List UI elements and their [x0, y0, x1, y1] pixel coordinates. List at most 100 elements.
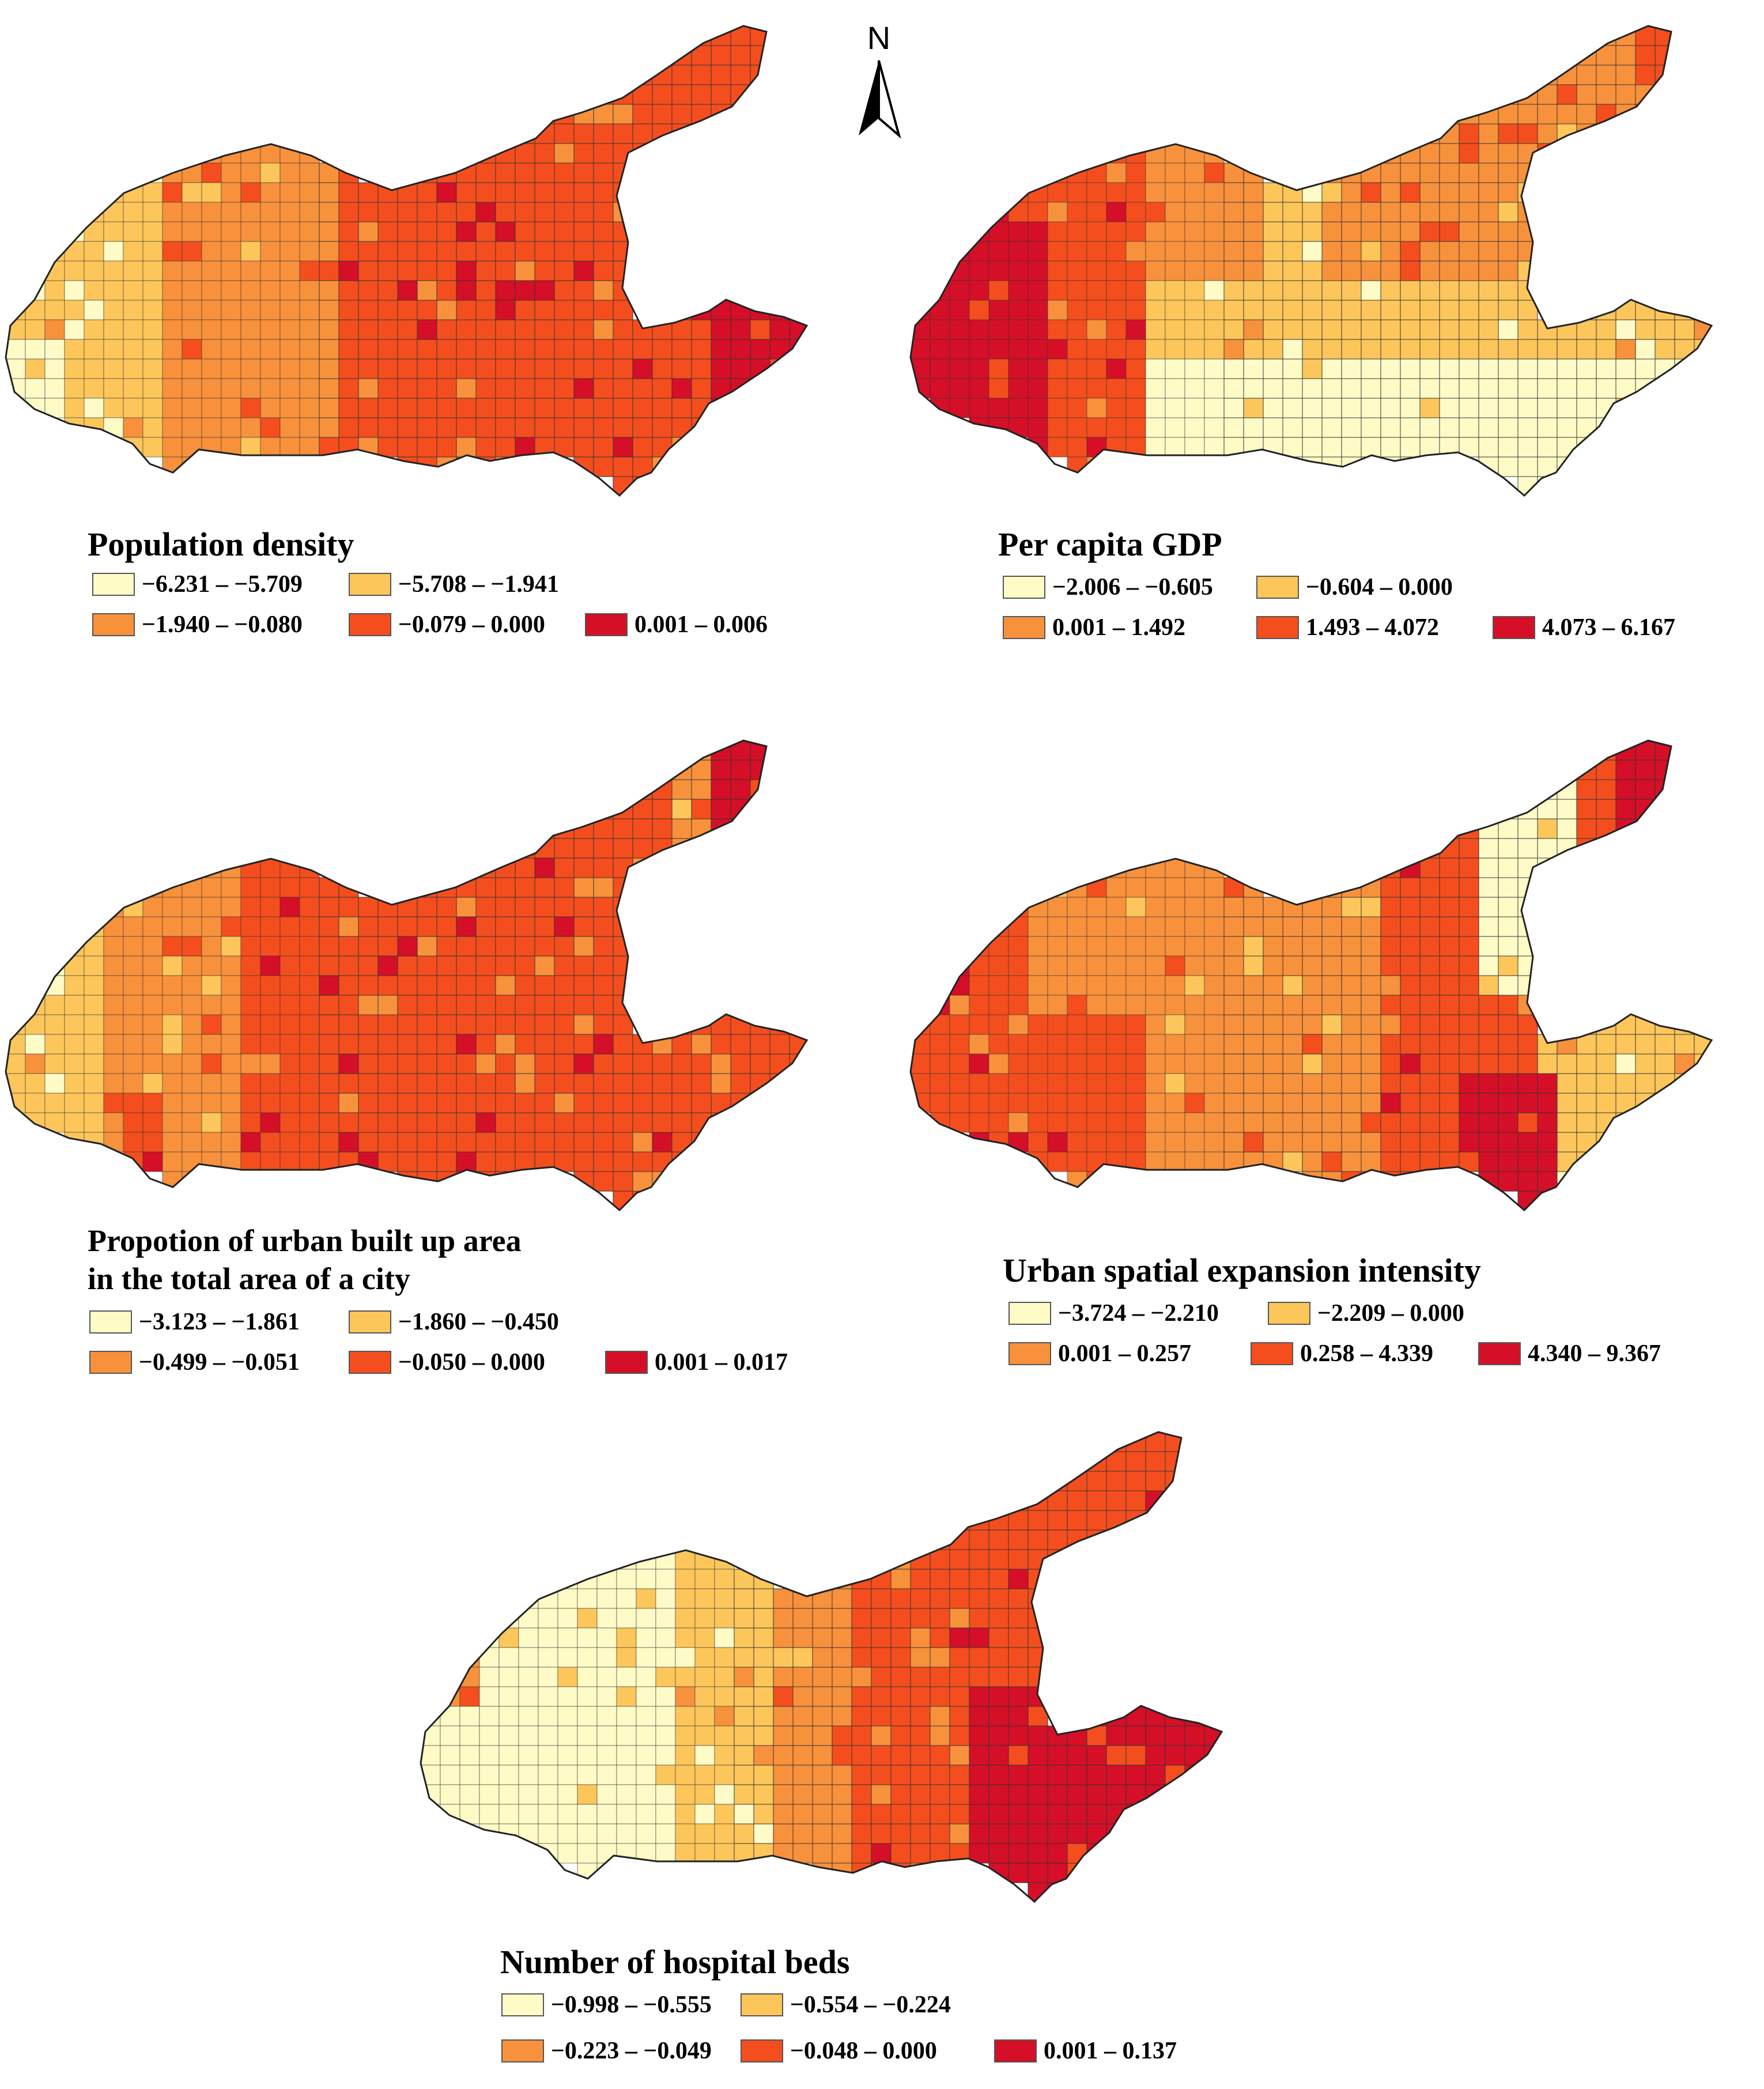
- district-cell: [456, 202, 477, 222]
- district-cell: [930, 339, 950, 360]
- district-cell: [142, 221, 163, 242]
- district-cell: [201, 300, 222, 320]
- district-cell: [1576, 417, 1597, 438]
- district-cell: [1184, 1725, 1205, 1746]
- legend-swatch: [1008, 1302, 1051, 1325]
- district-cell: [613, 84, 633, 105]
- district-cell: [1478, 1034, 1499, 1055]
- district-cell: [711, 378, 731, 399]
- district-cell: [969, 1053, 989, 1074]
- district-cell: [969, 319, 989, 340]
- district-cell: [515, 163, 535, 183]
- district-cell: [1086, 936, 1107, 957]
- district-cell: [655, 1804, 676, 1824]
- district-cell: [1478, 1014, 1499, 1035]
- district-cell: [377, 300, 398, 320]
- district-cell: [1419, 339, 1440, 360]
- district-cell: [201, 437, 222, 458]
- legend-label: −2.006 – −0.605: [1052, 574, 1213, 600]
- district-cell: [1321, 182, 1342, 203]
- district-cell: [1380, 995, 1401, 1015]
- district-cell: [1243, 1112, 1264, 1133]
- district-cell: [632, 104, 653, 124]
- district-cell: [613, 358, 633, 379]
- district-cell: [1008, 975, 1029, 996]
- district-cell: [714, 1667, 735, 1687]
- district-cell: [299, 319, 320, 340]
- district-cell: [930, 1745, 950, 1766]
- district-cell: [871, 1627, 892, 1648]
- district-cell: [1125, 202, 1146, 222]
- district-cell: [299, 163, 320, 183]
- district-cell: [44, 280, 65, 301]
- district-cell: [730, 339, 751, 360]
- district-cell: [397, 358, 418, 379]
- district-cell: [1321, 916, 1342, 937]
- district-cell: [240, 202, 261, 222]
- district-cell: [534, 221, 555, 242]
- district-cell: [1008, 995, 1029, 1015]
- district-cell: [538, 1765, 558, 1785]
- district-cell: [518, 1647, 539, 1668]
- district-cell: [711, 45, 731, 66]
- district-cell: [1204, 358, 1225, 379]
- district-cell: [221, 339, 241, 360]
- legend-item: −0.079 – 0.000: [349, 611, 545, 639]
- district-cell: [1341, 339, 1362, 360]
- district-cell: [1086, 1823, 1107, 1844]
- district-cell: [593, 319, 614, 340]
- district-cell: [1478, 300, 1499, 320]
- district-cell: [593, 916, 614, 937]
- district-cell: [319, 1112, 339, 1133]
- district-cell: [1655, 319, 1675, 340]
- district-cell: [319, 163, 339, 183]
- district-cell: [554, 339, 575, 360]
- legend-label: 0.001 – 0.257: [1058, 1340, 1191, 1367]
- district-cell: [64, 1112, 85, 1133]
- district-cell: [1498, 143, 1519, 164]
- district-cell: [711, 1053, 731, 1074]
- district-cell: [1361, 1014, 1381, 1035]
- region-outline: [909, 739, 1713, 1212]
- district-cell: [557, 1608, 578, 1629]
- district-cell: [64, 975, 85, 996]
- district-cell: [1517, 1073, 1538, 1094]
- district-cell: [1106, 975, 1127, 996]
- district-cell: [397, 260, 418, 281]
- district-cell: [750, 339, 770, 360]
- district-cell: [279, 182, 300, 203]
- legend-swatch: [89, 1310, 132, 1334]
- district-cell: [694, 1765, 715, 1785]
- district-cell: [1478, 319, 1499, 340]
- district-cell: [1459, 280, 1479, 301]
- district-cell: [1321, 1151, 1342, 1172]
- district-cell: [593, 280, 614, 301]
- district-cell: [613, 319, 633, 340]
- district-cell: [142, 1093, 163, 1113]
- district-cell: [632, 398, 653, 418]
- district-cell: [1537, 1132, 1558, 1153]
- district-cell: [518, 1725, 539, 1746]
- district-cell: [949, 1053, 970, 1074]
- district-cell: [596, 1686, 617, 1707]
- district-cell: [616, 1843, 637, 1864]
- district-cell: [162, 995, 183, 1015]
- district-cell: [417, 378, 437, 399]
- district-cell: [1380, 897, 1401, 917]
- district-cell: [557, 1588, 578, 1609]
- district-cell: [593, 877, 614, 898]
- district-cell: [1635, 760, 1656, 780]
- district-cell: [456, 358, 477, 379]
- district-cell: [279, 437, 300, 458]
- legend-item: −0.050 – 0.000: [349, 1348, 545, 1376]
- district-cell: [1439, 319, 1460, 340]
- district-cell: [1439, 241, 1460, 262]
- district-cell: [456, 260, 477, 281]
- district-cell: [201, 378, 222, 399]
- district-cell: [573, 417, 594, 438]
- district-cell: [1008, 1034, 1029, 1055]
- district-cell: [577, 1647, 598, 1668]
- district-cell: [1086, 1053, 1107, 1074]
- district-cell: [1184, 221, 1205, 242]
- district-cell: [260, 163, 281, 183]
